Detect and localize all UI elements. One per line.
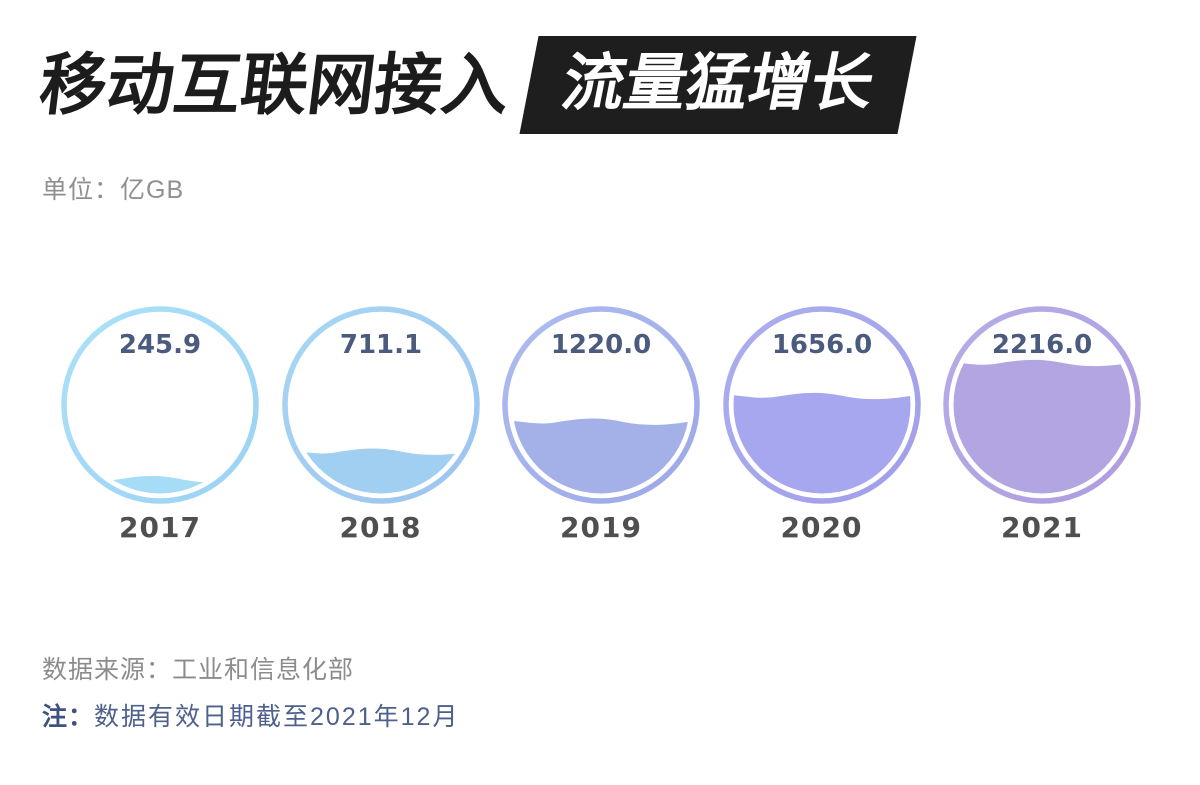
gauge-svg: 1220.0 [502, 306, 700, 504]
note-text: 数据有效日期截至2021年12月 [94, 703, 460, 731]
gauge-svg: 711.1 [281, 306, 480, 504]
gauge-wave [71, 475, 249, 494]
gauge-svg: 1656.0 [722, 306, 921, 504]
title-highlight-box: 流量猛增长 [519, 36, 917, 134]
gauge-ring [722, 306, 921, 504]
gauge-value: 245.9 [119, 330, 201, 360]
gauge-year-label: 2019 [560, 511, 642, 544]
data-source: 数据来源：工业和信息化部 [42, 656, 355, 684]
gauge-value: 2216.0 [992, 330, 1092, 360]
chart-area: 245.9 2017 711.1 2018 [50, 295, 1152, 544]
gauge-ring [281, 306, 480, 504]
unit-label: 单位：亿GB [42, 176, 185, 204]
gauge-ring [502, 306, 700, 504]
gauge-year-label: 2018 [339, 511, 422, 544]
gauge-wave [733, 391, 910, 494]
gauge-wave [953, 358, 1131, 494]
gauge-ring [943, 306, 1141, 504]
note-prefix: 注： [42, 703, 95, 731]
gauge-ring [61, 306, 259, 504]
title-main-text: 移动互联网接入 [35, 47, 514, 123]
liquid-gauge-2021: 2216.0 2021 [932, 295, 1152, 544]
note: 注：数据有效日期截至2021年12月 [42, 697, 459, 733]
gauge-value: 1656.0 [771, 330, 871, 360]
gauge-svg: 245.9 [61, 306, 259, 504]
gauge-wave [292, 447, 469, 494]
liquid-gauge-2019: 1220.0 2019 [491, 295, 711, 544]
gauge-value: 711.1 [339, 330, 421, 360]
gauge-year-label: 2017 [119, 511, 201, 544]
liquid-gauge-2017: 245.9 2017 [50, 295, 270, 544]
page-title: 移动互联网接入 流量猛增长 [35, 30, 917, 140]
gauge-year-label: 2021 [1001, 511, 1083, 544]
gauge-value: 1220.0 [551, 330, 651, 360]
gauge-svg: 2216.0 [943, 306, 1141, 504]
liquid-gauge-2018: 711.1 2018 [271, 295, 491, 544]
title-highlight-text: 流量猛增长 [556, 49, 881, 118]
liquid-gauge-2020: 1656.0 2020 [712, 295, 932, 544]
gauge-year-label: 2020 [780, 511, 863, 544]
